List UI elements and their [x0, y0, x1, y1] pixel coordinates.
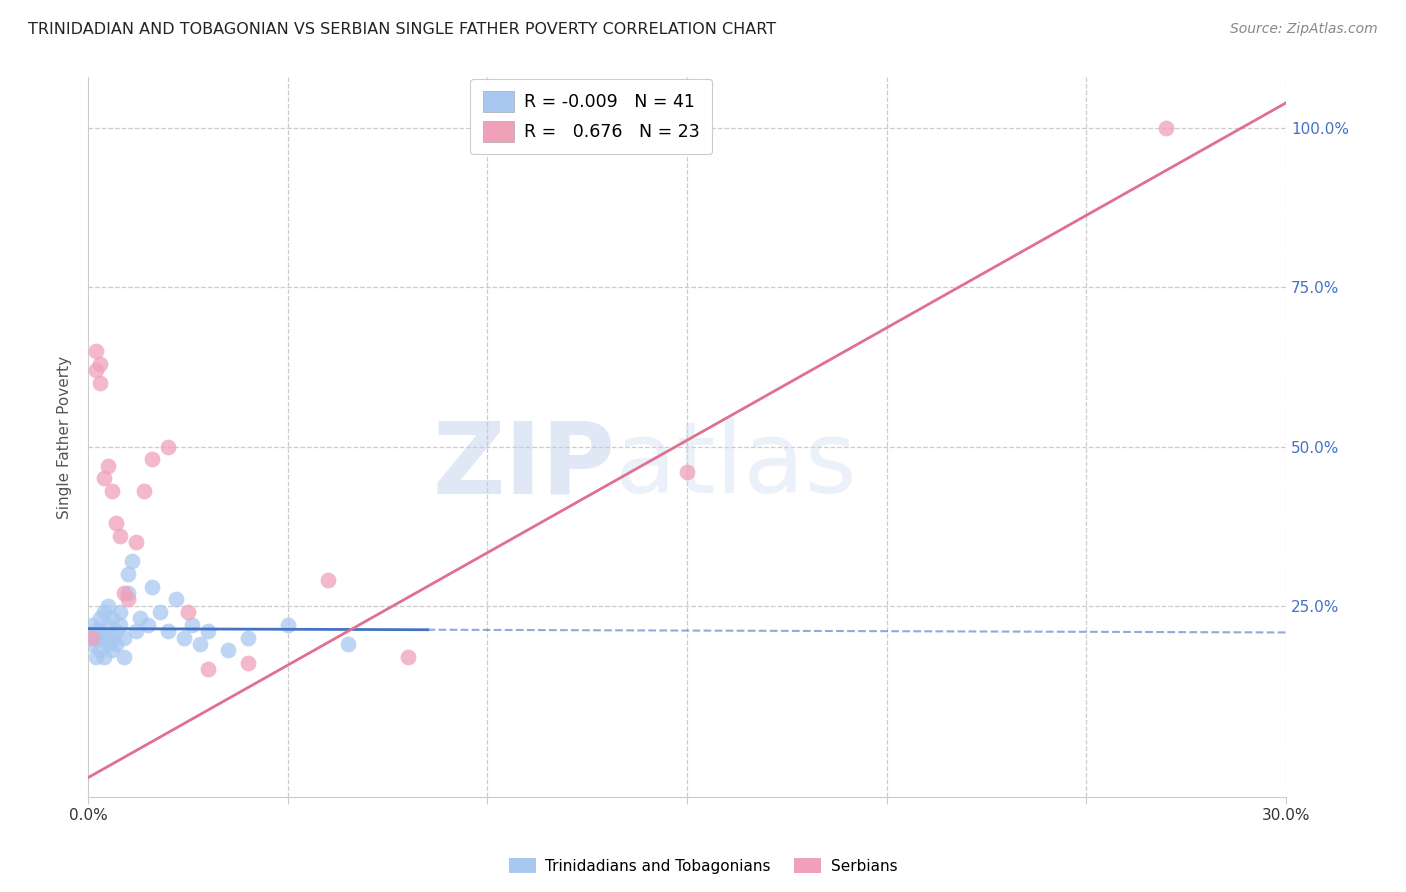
Point [101, 631, 124, 645]
Point [89, 357, 111, 371]
Point [105, 516, 128, 530]
Point [177, 605, 200, 619]
Point [108, 617, 131, 632]
Point [141, 580, 163, 594]
Text: ZIP: ZIP [432, 417, 616, 515]
Point [217, 643, 239, 657]
Point [676, 465, 699, 479]
Point [181, 617, 204, 632]
Point [336, 637, 359, 651]
Point [101, 484, 124, 499]
Legend: Trinidadians and Tobagonians, Serbians: Trinidadians and Tobagonians, Serbians [503, 852, 903, 880]
Point [82, 631, 104, 645]
Point [93, 631, 115, 645]
Point [89, 643, 111, 657]
Point [197, 624, 219, 639]
Point [141, 452, 163, 467]
Point [93, 605, 115, 619]
Y-axis label: Single Father Poverty: Single Father Poverty [58, 356, 72, 518]
Point [105, 637, 128, 651]
Point [101, 611, 124, 625]
Point [112, 649, 135, 664]
Legend: R = -0.009   N = 41, R =   0.676   N = 23: R = -0.009 N = 41, R = 0.676 N = 23 [471, 78, 711, 154]
Point [188, 637, 211, 651]
Point [101, 643, 124, 657]
Point [84, 631, 107, 645]
Point [84, 363, 107, 377]
Point [132, 484, 155, 499]
Point [165, 592, 187, 607]
Point [105, 624, 128, 639]
Point [121, 554, 143, 568]
Point [173, 631, 195, 645]
Point [93, 649, 115, 664]
Point [84, 344, 107, 359]
Point [156, 440, 179, 454]
Text: atlas: atlas [616, 417, 856, 515]
Point [396, 649, 419, 664]
Point [117, 586, 139, 600]
Point [84, 649, 107, 664]
Point [97, 617, 120, 632]
Point [89, 376, 111, 390]
Point [112, 586, 135, 600]
Point [156, 624, 179, 639]
Point [129, 611, 152, 625]
Point [125, 535, 148, 549]
Point [117, 592, 139, 607]
Point [108, 605, 131, 619]
Text: TRINIDADIAN AND TOBAGONIAN VS SERBIAN SINGLE FATHER POVERTY CORRELATION CHART: TRINIDADIAN AND TOBAGONIAN VS SERBIAN SI… [28, 22, 776, 37]
Point [82, 617, 104, 632]
Point [93, 471, 115, 485]
Point [108, 529, 131, 543]
Text: Source: ZipAtlas.com: Source: ZipAtlas.com [1230, 22, 1378, 37]
Point [97, 599, 120, 613]
Point [89, 624, 111, 639]
Point [197, 662, 219, 676]
Point [125, 624, 148, 639]
Point [236, 656, 259, 670]
Point [277, 617, 299, 632]
Point [316, 574, 339, 588]
Point [89, 611, 111, 625]
Point [82, 637, 104, 651]
Point [117, 566, 139, 581]
Point [136, 617, 159, 632]
Point [97, 458, 120, 473]
Point [149, 605, 172, 619]
Point [112, 631, 135, 645]
Point [1154, 121, 1177, 136]
Point [236, 631, 259, 645]
Point [84, 624, 107, 639]
Point [97, 637, 120, 651]
